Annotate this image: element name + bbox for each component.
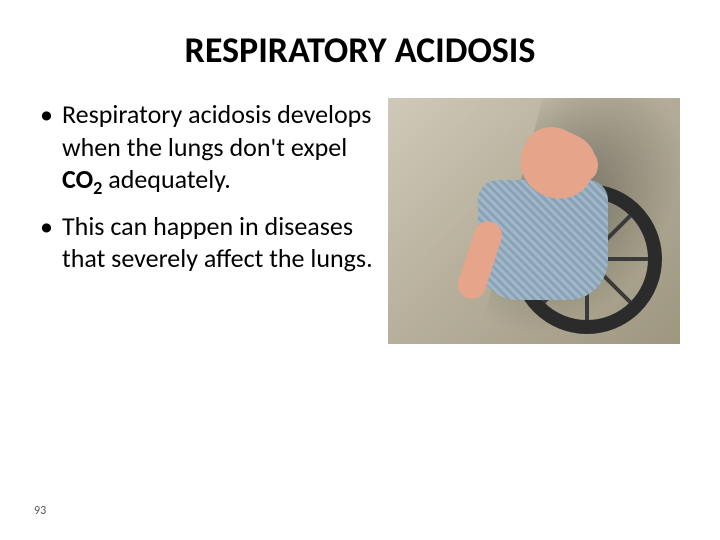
slide: RESPIRATORY ACIDOSIS Respiratory acidosi… [0, 0, 720, 540]
slide-image [388, 98, 680, 344]
figure-ear [576, 150, 598, 180]
bullet-text-prefix: This can happen in diseases that severel… [62, 210, 373, 275]
co2-subscript: 2 [93, 177, 102, 199]
bullet-item: This can happen in diseases that severel… [40, 210, 378, 275]
bullet-item: Respiratory acidosis develops when the l… [40, 98, 378, 200]
seated-figure [458, 120, 618, 320]
co2-label: CO [62, 163, 93, 195]
bullet-text-prefix: Respiratory acidosis develops when the l… [62, 98, 371, 163]
bullet-text-suffix: adequately. [102, 163, 230, 195]
bullet-emphasis: CO2 [62, 163, 102, 195]
content-row: Respiratory acidosis develops when the l… [40, 98, 680, 344]
page-number: 93 [34, 504, 46, 518]
bullet-list: Respiratory acidosis develops when the l… [40, 98, 388, 285]
slide-title: RESPIRATORY ACIDOSIS [40, 28, 680, 72]
